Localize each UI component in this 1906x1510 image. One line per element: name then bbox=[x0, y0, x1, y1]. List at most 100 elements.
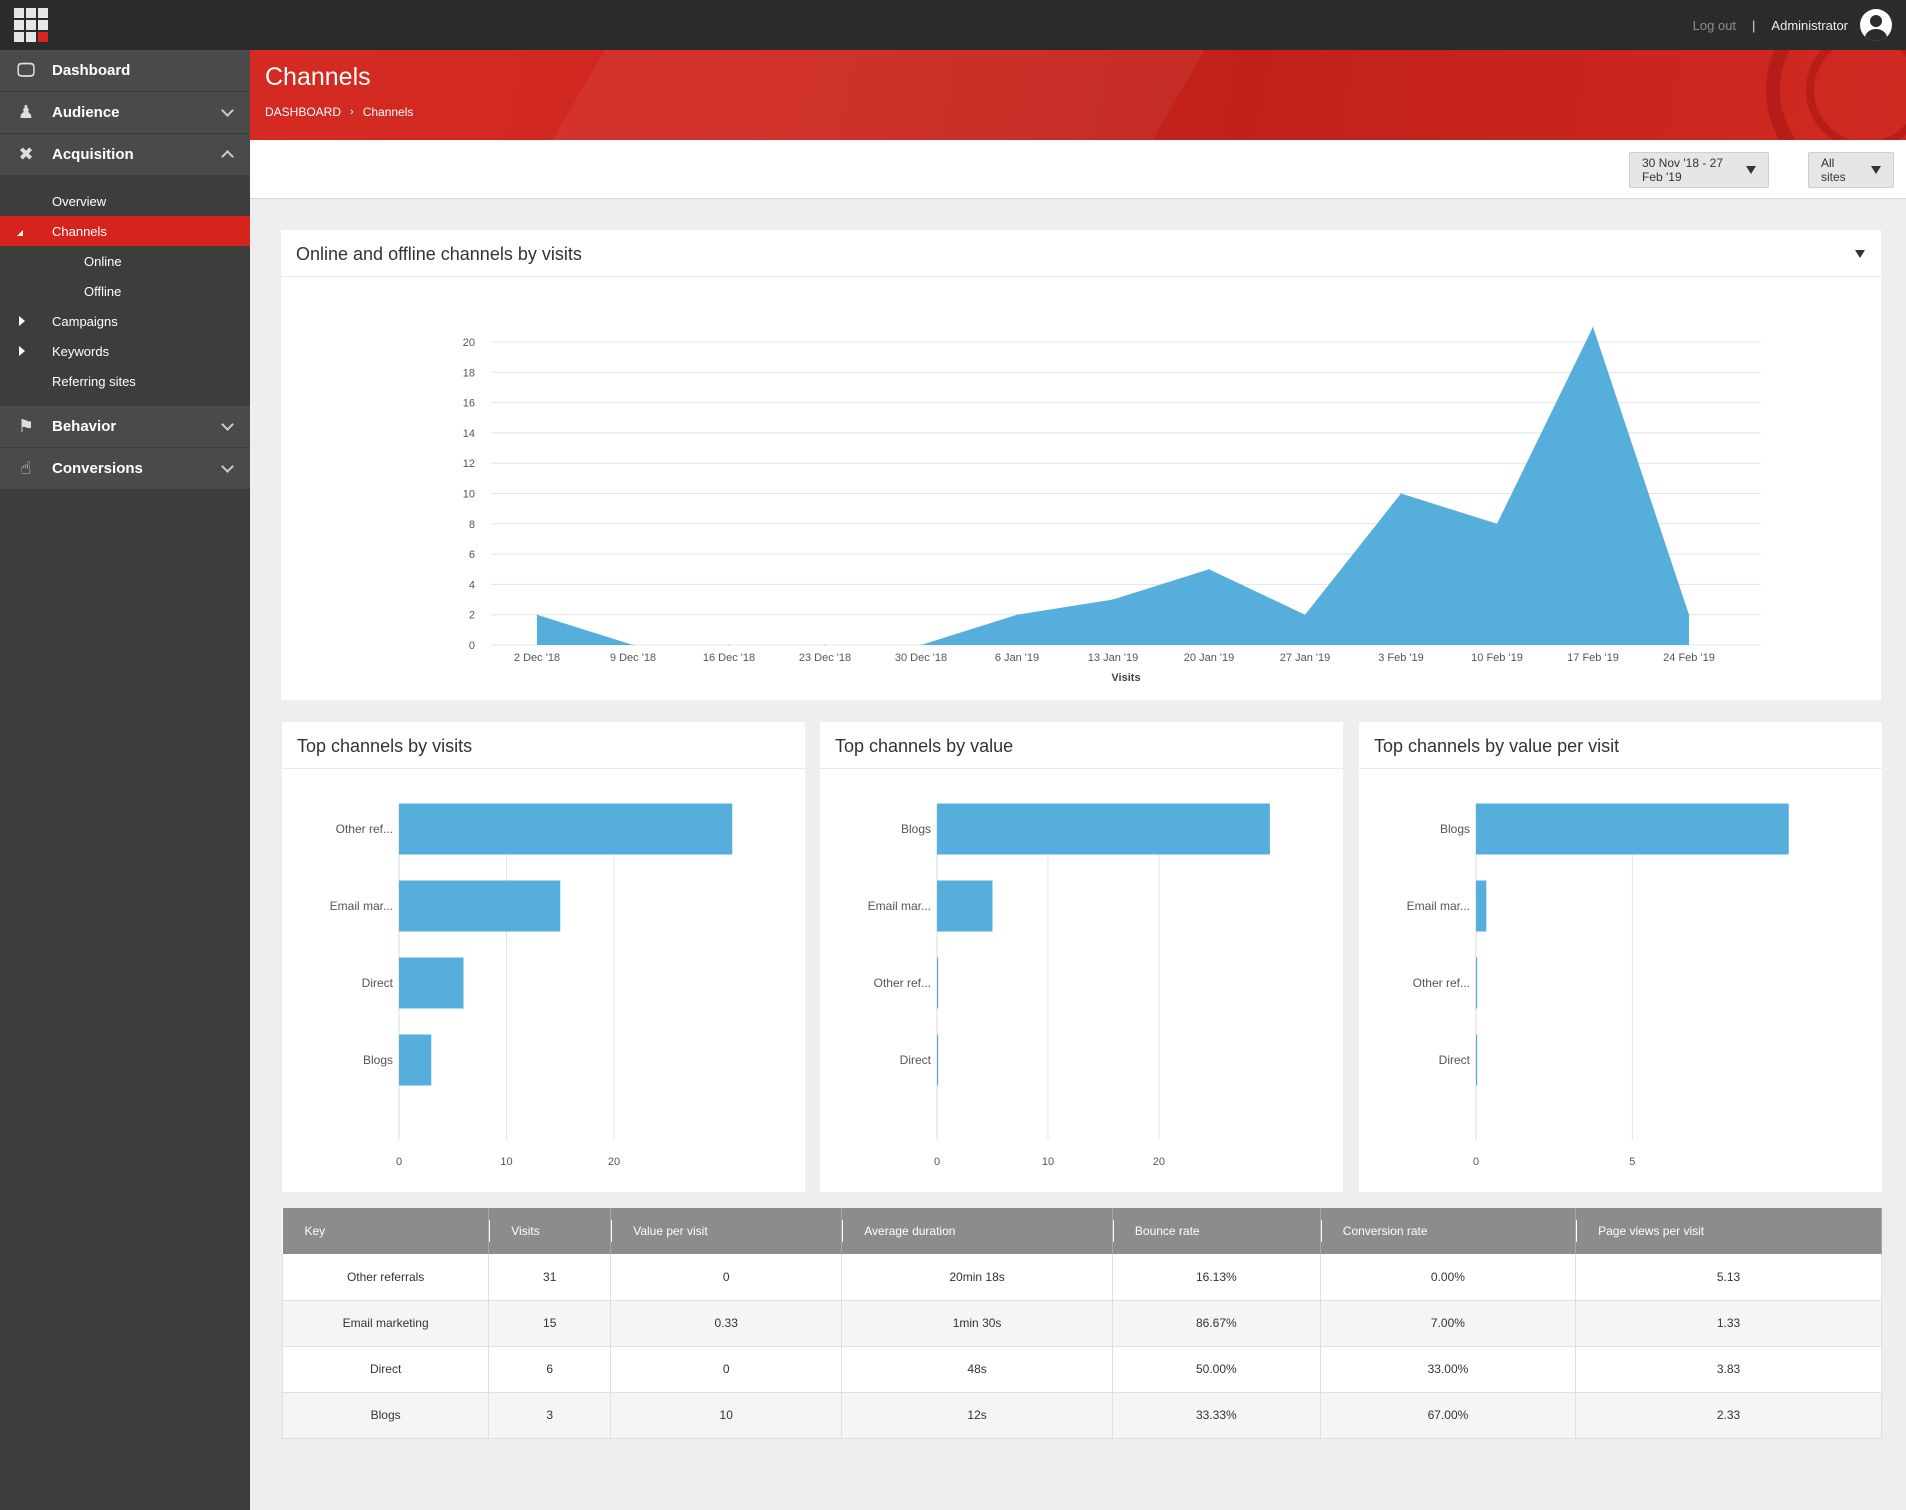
sidebar-item-label: Conversions bbox=[52, 460, 143, 477]
sidebar-item-label: Dashboard bbox=[52, 62, 131, 79]
visits-area-series bbox=[537, 326, 1689, 645]
sidebar-item-label: Audience bbox=[52, 104, 120, 121]
data-point bbox=[1496, 523, 1498, 525]
bar-chart-title: Top channels by value per visit bbox=[1374, 736, 1620, 756]
breadcrumb-dashboard[interactable]: DASHBOARD bbox=[265, 105, 342, 119]
caret-down-icon bbox=[1871, 166, 1881, 174]
category-label: Blogs bbox=[1440, 822, 1470, 836]
sidebar-subitem-referring-sites[interactable]: Referring sites bbox=[52, 373, 136, 389]
table-row: Direct 6 0 48s 50.00% 33.00% 3.83 bbox=[281, 1346, 1882, 1393]
bar-panel-value: Top channels by value 0 10 20 Blogs Email ma… bbox=[820, 722, 1343, 1192]
sidebar-item-conversions[interactable]: ☝ Conversions bbox=[0, 448, 250, 490]
table-cell: 67.00% bbox=[1320, 1392, 1577, 1439]
table-row: Other referrals 31 0 20min 18s 16.13% 0.… bbox=[281, 1254, 1882, 1301]
y-tick-label: 20 bbox=[463, 337, 475, 349]
x-tick-label: 16 Dec '18 bbox=[703, 652, 755, 664]
sidebar-item-behavior[interactable]: ⚑ Behavior bbox=[0, 406, 250, 448]
page-title: Channels bbox=[265, 63, 371, 91]
data-point bbox=[728, 644, 730, 646]
category-label: Email mar... bbox=[1407, 899, 1470, 913]
bar-panel-value-per-visit: Top channels by value per visit 0 5 Blogs E… bbox=[1359, 722, 1882, 1192]
x-axis-label: Visits bbox=[1111, 672, 1140, 684]
x-tick-label: 5 bbox=[1629, 1156, 1635, 1168]
bar-chart-title: Top channels by visits bbox=[297, 736, 473, 756]
collapsed-triangle-icon bbox=[19, 316, 25, 326]
x-tick-label: 2 Dec '18 bbox=[514, 652, 560, 664]
table-cell: 86.67% bbox=[1112, 1300, 1321, 1347]
app-grid-icon[interactable] bbox=[14, 8, 48, 42]
sidebar-item-audience[interactable]: ♟ Audience bbox=[0, 92, 250, 134]
x-tick-label: 13 Jan '19 bbox=[1088, 652, 1138, 664]
user-name[interactable]: Administrator bbox=[1771, 17, 1848, 33]
x-tick-label: 10 Feb '19 bbox=[1471, 652, 1523, 664]
y-tick-label: 14 bbox=[463, 428, 475, 440]
table-cell: 20min 18s bbox=[841, 1254, 1113, 1301]
data-point bbox=[1400, 493, 1402, 494]
x-tick-label: 20 Jan '19 bbox=[1184, 652, 1234, 664]
bar-panel-visits: Top channels by visits 0 10 20 Other ref...… bbox=[282, 722, 805, 1192]
column-header[interactable]: Bounce rate bbox=[1112, 1208, 1321, 1254]
sidebar-subitem-online[interactable]: Online bbox=[84, 253, 122, 269]
table-cell: 15 bbox=[488, 1300, 612, 1347]
category-label: Direct bbox=[1439, 1053, 1471, 1067]
category-label: Other ref... bbox=[336, 822, 393, 836]
column-header[interactable]: Key bbox=[282, 1208, 490, 1254]
column-header[interactable]: Visits bbox=[488, 1208, 612, 1254]
bar bbox=[1476, 880, 1487, 932]
data-point bbox=[536, 614, 538, 616]
y-tick-label: 6 bbox=[469, 549, 475, 561]
filter-bar: 30 Nov '18 - 27 Feb '19 All sites bbox=[250, 140, 1906, 199]
x-tick-label: 9 Dec '18 bbox=[610, 652, 656, 664]
column-header[interactable]: Value per visit bbox=[610, 1208, 843, 1254]
bar bbox=[399, 957, 464, 1009]
y-tick-label: 8 bbox=[469, 519, 475, 531]
panel-menu-caret-icon[interactable] bbox=[1855, 250, 1865, 258]
table-cell: 3.83 bbox=[1575, 1346, 1882, 1393]
column-header[interactable]: Conversion rate bbox=[1320, 1208, 1577, 1254]
bar bbox=[399, 880, 561, 932]
table-cell: 48s bbox=[841, 1346, 1113, 1393]
x-tick-label: 23 Dec '18 bbox=[799, 652, 851, 664]
date-range-dropdown[interactable]: 30 Nov '18 - 27 Feb '19 bbox=[1629, 152, 1769, 188]
sidebar-subitem-offline[interactable]: Offline bbox=[84, 283, 122, 299]
touch-icon: ☝ bbox=[20, 458, 32, 478]
table-cell: 0 bbox=[610, 1346, 843, 1393]
sidebar-subitem-campaigns[interactable]: Campaigns bbox=[0, 306, 250, 336]
x-tick-label: 17 Feb '19 bbox=[1567, 652, 1619, 664]
area-chart-title: Online and offline channels by visits bbox=[296, 244, 582, 264]
monitor-icon: 🖵 bbox=[17, 60, 35, 80]
data-point bbox=[1208, 568, 1210, 570]
breadcrumb: DASHBOARD › Channels bbox=[265, 105, 413, 119]
column-header[interactable]: Page views per visit bbox=[1575, 1208, 1882, 1254]
sidebar: 🖵 Dashboard ♟ Audience ✖ Acquisition Ove… bbox=[0, 50, 250, 1510]
bar bbox=[937, 957, 939, 1009]
bar-chart-visits: 0 10 20 Other ref... Email mar... Direct Blogs bbox=[330, 803, 733, 1168]
column-header[interactable]: Average duration bbox=[841, 1208, 1113, 1254]
avatar[interactable] bbox=[1860, 9, 1892, 41]
table-cell: Blogs bbox=[281, 1392, 490, 1439]
sidebar-subitem-overview[interactable]: Overview bbox=[52, 193, 107, 209]
table-cell: Direct bbox=[281, 1346, 490, 1393]
table-cell: 0 bbox=[610, 1254, 843, 1301]
bar bbox=[1476, 803, 1789, 855]
sidebar-item-acquisition[interactable]: ✖ Acquisition bbox=[0, 134, 250, 176]
table-cell: 1min 30s bbox=[841, 1300, 1113, 1347]
x-tick-label: 24 Feb '19 bbox=[1663, 652, 1715, 664]
chevron-down-icon bbox=[221, 104, 234, 117]
x-tick-label: 30 Dec '18 bbox=[895, 652, 947, 664]
sites-dropdown[interactable]: All sites bbox=[1808, 152, 1894, 188]
x-tick-label: 0 bbox=[1473, 1156, 1479, 1168]
sidebar-subitem-keywords[interactable]: Keywords bbox=[0, 336, 250, 366]
sidebar-item-dashboard[interactable]: 🖵 Dashboard bbox=[0, 50, 250, 92]
sidebar-subitem-channels[interactable]: Channels bbox=[0, 216, 250, 246]
bar bbox=[1476, 957, 1478, 1009]
x-tick-label: 6 Jan '19 bbox=[995, 652, 1039, 664]
table-cell: 0.33 bbox=[610, 1300, 843, 1347]
table-row: Blogs 3 10 12s 33.33% 67.00% 2.33 bbox=[281, 1392, 1882, 1439]
acquisition-icon: ✖ bbox=[18, 144, 34, 164]
sidebar-item-label: Acquisition bbox=[52, 146, 134, 163]
table-row: Email marketing 15 0.33 1min 30s 86.67% … bbox=[281, 1300, 1882, 1347]
logout-link[interactable]: Log out bbox=[1692, 17, 1737, 33]
signpost-icon: ⚑ bbox=[17, 416, 35, 436]
category-label: Other ref... bbox=[874, 976, 931, 990]
